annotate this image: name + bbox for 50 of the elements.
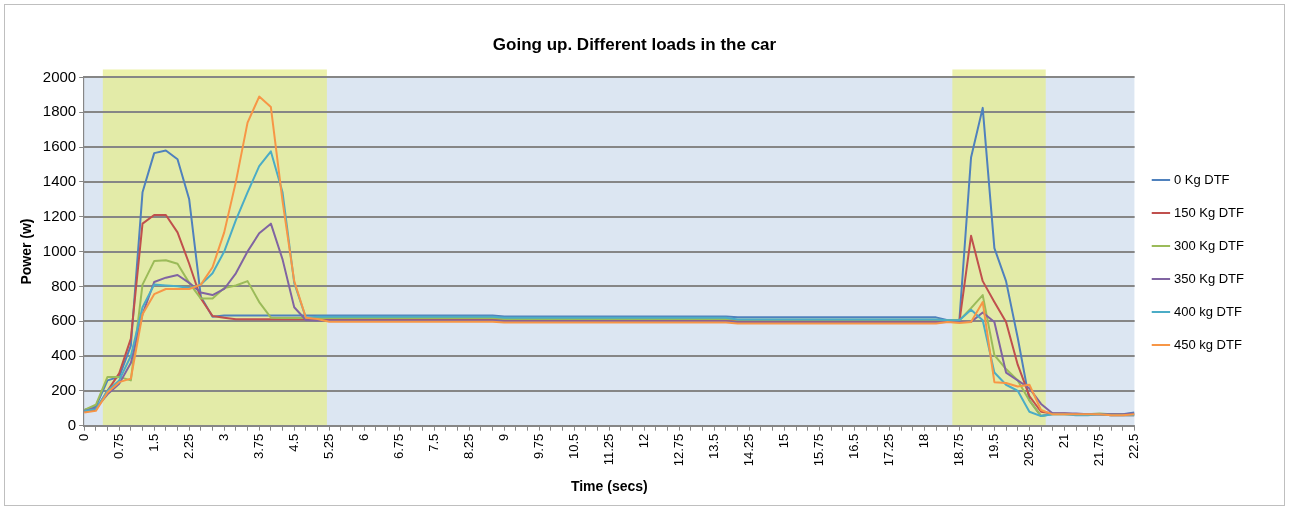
x-tick-label: 21.75 (1090, 433, 1106, 467)
x-tick-label: 6 (355, 433, 371, 441)
x-tick-label: 15 (775, 433, 791, 449)
y-tick-label: 1800 (42, 102, 77, 120)
legend-label: 450 kg DTF (1173, 336, 1242, 352)
x-tick-label: 11.25 (600, 433, 616, 466)
x-tick-label: 9.75 (530, 433, 546, 459)
legend-label: 150 Kg DTF (1173, 204, 1245, 220)
x-tick-label: 1.5 (145, 433, 161, 452)
x-tick-label: 21 (1055, 433, 1071, 449)
y-tick-label: 800 (51, 276, 77, 294)
x-tick-label: 6.75 (390, 433, 406, 459)
y-tick-label: 1200 (42, 206, 77, 224)
y-tick-label: 200 (51, 380, 77, 398)
x-tick-label: 17.25 (880, 433, 896, 467)
chart-title: Going up. Different loads in the car (492, 34, 777, 54)
x-tick-label: 2.25 (180, 433, 196, 459)
x-tick-label: 18.75 (950, 433, 966, 467)
legend-label: 350 Kg DTF (1173, 270, 1245, 286)
x-tick-label: 15.75 (810, 433, 826, 467)
legend-label: 300 Kg DTF (1173, 237, 1245, 253)
x-tick-label: 22.5 (1125, 433, 1141, 459)
x-tick-label: 0.75 (110, 433, 126, 459)
y-tick-label: 2000 (42, 67, 77, 85)
x-tick-label: 14.25 (740, 433, 756, 467)
legend-label: 400 kg DTF (1173, 303, 1242, 319)
y-tick-label: 1400 (42, 172, 77, 190)
x-tick-label: 4.5 (285, 433, 301, 452)
x-tick-label: 19.5 (985, 433, 1001, 459)
x-tick-label: 3.75 (250, 433, 266, 459)
x-tick-label: 12 (635, 433, 651, 449)
x-tick-label: 5.25 (320, 433, 336, 459)
y-tick-label: 400 (51, 346, 77, 364)
y-tick-label: 1600 (42, 137, 77, 155)
x-tick-label: 8.25 (460, 433, 476, 459)
legend-label: 0 Kg DTF (1173, 171, 1230, 187)
x-tick-label: 12.75 (670, 433, 686, 467)
x-tick-label: 18 (915, 433, 931, 449)
x-axis-title: Time (secs) (570, 478, 648, 495)
x-tick-label: 9 (495, 433, 511, 441)
x-tick-label: 10.5 (565, 433, 581, 459)
x-tick-label: 7.5 (425, 433, 441, 452)
x-tick-label: 20.25 (1020, 433, 1036, 467)
y-tick-label: 600 (51, 311, 77, 329)
x-tick-label: 3 (215, 433, 231, 441)
x-tick-label: 16.5 (845, 433, 861, 459)
y-tick-label: 1000 (42, 241, 77, 259)
x-tick-label: 13.5 (705, 433, 721, 459)
x-tick-label: 0 (75, 433, 91, 441)
y-axis-title: Power (w) (18, 218, 35, 285)
